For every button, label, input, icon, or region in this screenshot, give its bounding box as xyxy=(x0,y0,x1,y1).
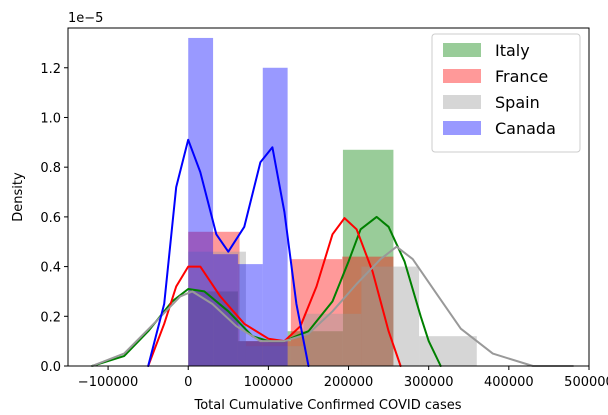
y-tick-label: 0.6 xyxy=(40,211,61,226)
spain-legend-label: Spain xyxy=(495,93,540,112)
y-tick-label: 1.2 xyxy=(40,62,61,77)
canada-kde-line xyxy=(147,138,310,367)
france-bar-1 xyxy=(239,341,291,366)
plot-area xyxy=(91,37,574,367)
canada-legend-label: Canada xyxy=(495,119,556,138)
france-bar-2 xyxy=(290,259,343,366)
x-tick-label: 0 xyxy=(184,375,192,390)
y-tick-label: 0.4 xyxy=(40,261,61,276)
italy-bar-1 xyxy=(237,341,288,366)
x-tick-label: 200000 xyxy=(324,375,374,390)
x-tick-label: 300000 xyxy=(404,375,454,390)
spain-kde-line xyxy=(91,245,574,367)
y-tick-label: 0.0 xyxy=(40,360,61,375)
legend: Italy France Spain Canada xyxy=(431,33,581,153)
italy-legend-label: Italy xyxy=(495,41,530,60)
x-axis-label: Total Cumulative Confirmed COVID cases xyxy=(193,398,461,413)
x-tick-label: −100000 xyxy=(78,375,139,390)
y-tick-label: 1.0 xyxy=(40,111,61,126)
y-tick-label: 0.8 xyxy=(40,161,61,176)
y-axis: 0.0 0.2 0.4 0.6 0.8 1.0 1.2 xyxy=(40,62,68,375)
france-bar-3 xyxy=(342,256,394,366)
spain-bar-3 xyxy=(361,266,420,366)
france-legend-swatch xyxy=(443,69,481,83)
france-legend-label: France xyxy=(495,67,548,86)
y-axis-label: Density xyxy=(11,172,26,222)
italy-legend-swatch xyxy=(443,43,481,57)
y-tick-label: 0.2 xyxy=(40,310,61,325)
legend-box xyxy=(431,33,581,153)
x-tick-label: 400000 xyxy=(484,375,534,390)
canada-bar-0 xyxy=(188,37,214,367)
spain-bar-2 xyxy=(303,313,362,366)
canada-bar-3 xyxy=(262,67,288,366)
italy-kde-line xyxy=(91,215,442,367)
canada-bar-2 xyxy=(237,264,263,366)
axes-frame xyxy=(67,27,590,367)
y-scale-label: 1e−5 xyxy=(68,11,103,26)
spain-bar-1 xyxy=(245,346,304,366)
canada-legend-swatch xyxy=(443,121,481,135)
spain-legend-swatch xyxy=(443,95,481,109)
x-tick-label: 100000 xyxy=(244,375,294,390)
